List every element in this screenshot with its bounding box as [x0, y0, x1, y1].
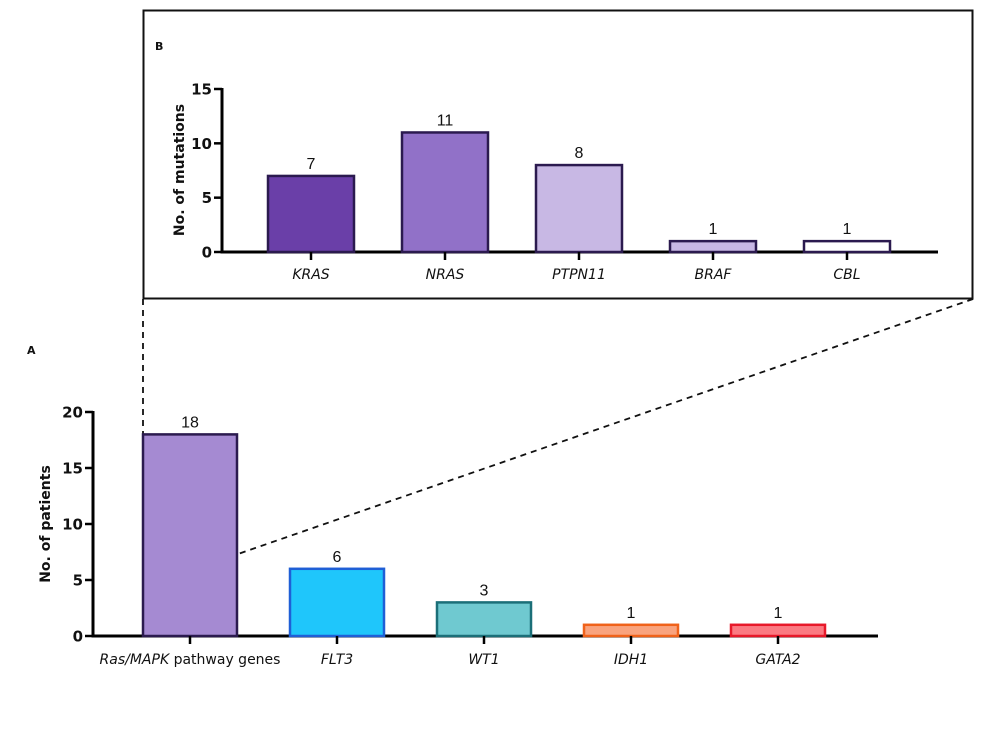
y-axis-title-a: No. of patients: [38, 465, 54, 583]
x-tick-label-part: BRAF: [695, 267, 733, 283]
bar: [582, 623, 680, 638]
data-label: 1: [709, 221, 718, 238]
y-tick-label: 0: [73, 628, 83, 646]
panel-a-label: A: [27, 344, 36, 357]
x-tick-label: CBL: [833, 267, 860, 283]
chart-a: 0 5 10 15 20 18 Ras/MAPK pathway genes 6 FLT3 3 WT…: [62, 404, 878, 668]
x-tick-label: NRAS: [426, 267, 465, 283]
x-tick-label: KRAS: [292, 267, 329, 283]
x-tick-label-part: Ras/MAPK: [100, 652, 171, 668]
y-tick-label: 15: [191, 81, 212, 99]
x-tick-label: Ras/MAPK pathway genes: [100, 652, 281, 668]
y-tick-label: 10: [62, 516, 83, 534]
y-tick-label: 15: [62, 460, 83, 478]
x-tick-label-part: NRAS: [426, 267, 465, 283]
y-tick-label: 20: [62, 404, 83, 422]
data-label: 11: [437, 112, 454, 129]
y-tick-label: 5: [73, 572, 83, 590]
x-tick-label: PTPN11: [552, 267, 606, 283]
y-axis-title-b: No. of mutations: [172, 104, 188, 236]
x-tick-label-part: FLT3: [321, 652, 353, 668]
x-tick-label: WT1: [468, 652, 499, 668]
x-tick-label-part: IDH1: [614, 652, 648, 668]
x-tick-label: GATA2: [755, 652, 800, 668]
data-label: 1: [627, 605, 636, 622]
bar: [266, 174, 356, 254]
data-label: 7: [307, 156, 316, 173]
y-tick-label: 10: [191, 135, 212, 153]
x-tick-label: IDH1: [614, 652, 648, 668]
x-tick-label-part: CBL: [833, 267, 860, 283]
bar: [400, 131, 490, 254]
bar: [802, 239, 892, 254]
bar: [729, 623, 827, 638]
bar: [288, 567, 386, 638]
panel-b-label: B: [155, 40, 163, 53]
x-tick-label-part: PTPN11: [552, 267, 606, 283]
data-label: 1: [843, 221, 852, 238]
x-tick-label-part: WT1: [468, 652, 499, 668]
bar: [534, 163, 624, 254]
bar: [435, 601, 533, 638]
data-label: 3: [480, 582, 489, 599]
data-label: 1: [774, 605, 783, 622]
x-tick-label-part: GATA2: [755, 652, 800, 668]
x-tick-label: BRAF: [695, 267, 733, 283]
connector-line-right: [237, 298, 974, 555]
data-label: 6: [333, 549, 342, 566]
chart-b: 0 5 10 15 7 KRAS 11 NRAS 8 PTPN11 1 BRAF 1 CBL: [191, 81, 938, 283]
x-tick-label: FLT3: [321, 652, 353, 668]
bar: [141, 433, 239, 638]
x-tick-label-part: pathway genes: [169, 652, 280, 668]
y-tick-label: 5: [202, 189, 212, 207]
data-label: 8: [575, 145, 584, 162]
bar: [668, 239, 758, 254]
x-tick-label-part: KRAS: [292, 267, 329, 283]
data-label: 18: [181, 414, 199, 431]
y-tick-label: 0: [202, 244, 212, 262]
